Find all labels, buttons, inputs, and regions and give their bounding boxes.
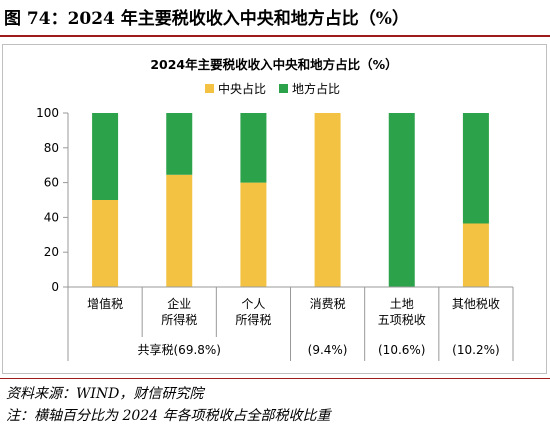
- x-group-label-3: (10.6%): [378, 343, 425, 357]
- x-category-label-3-2: 所得税: [235, 312, 271, 327]
- source-note: 资料来源：WIND，财信研究院: [6, 386, 204, 402]
- x-category-label-6-1: 其他税收: [452, 297, 500, 311]
- x-category-label-2-1: 企业: [167, 296, 191, 311]
- x-category-label-2-2: 所得税: [161, 312, 197, 327]
- chart-title: 2024年主要税收收入中央和地方占比（%）: [150, 57, 397, 72]
- y-tick-label-5: 100: [36, 106, 59, 120]
- bar-local-5: [388, 113, 415, 287]
- x-category-label-1-1: 增值税: [87, 296, 123, 311]
- x-group-label-1: 共享税(69.8%): [138, 342, 222, 357]
- y-tick-label-0: 0: [51, 280, 59, 294]
- legend-swatch-1: [205, 84, 214, 93]
- bar-central-6: [462, 223, 489, 287]
- y-tick-label-1: 20: [44, 245, 59, 259]
- figure-title: 图 74：2024 年主要税收收入中央和地方占比（%）: [4, 9, 409, 29]
- bar-central-2: [166, 174, 193, 287]
- bar-central-4: [314, 113, 341, 287]
- y-tick-label-4: 80: [44, 141, 59, 155]
- bar-local-3: [240, 113, 267, 183]
- bar-central-3: [240, 182, 267, 287]
- y-tick-label-2: 40: [44, 210, 59, 224]
- x-group-label-4: (10.2%): [452, 343, 499, 357]
- axis-note: 注：横轴百分比为 2024 年各项税收占全部税收比重: [6, 408, 331, 424]
- x-category-label-5-1: 土地: [390, 297, 414, 311]
- stacked-bar-chart: 2024年主要税收收入中央和地方占比（%） 中央占比 地方占比 0 20 40 60 80 10…: [36, 57, 514, 361]
- legend-label-2: 地方占比: [292, 81, 340, 96]
- x-category-label-3-1: 个人: [241, 297, 265, 311]
- y-tick-label-3: 60: [44, 176, 59, 190]
- chart-frame: 2024年主要税收收入中央和地方占比（%） 中央占比 地方占比 0 20 40 60 80 10…: [2, 44, 547, 374]
- bar-local-6: [462, 113, 489, 224]
- x-category-label-5-2: 五项税收: [378, 313, 426, 327]
- bar-local-2: [166, 113, 193, 175]
- legend-label-1: 中央占比: [218, 81, 266, 96]
- top-rule: [0, 35, 550, 37]
- legend-swatch-2: [279, 84, 288, 93]
- x-group-label-2: (9.4%): [308, 343, 348, 357]
- bottom-rule: [0, 378, 550, 379]
- bar-local-1: [92, 113, 119, 200]
- bar-central-1: [92, 200, 119, 287]
- x-category-label-4-1: 消费税: [310, 297, 346, 311]
